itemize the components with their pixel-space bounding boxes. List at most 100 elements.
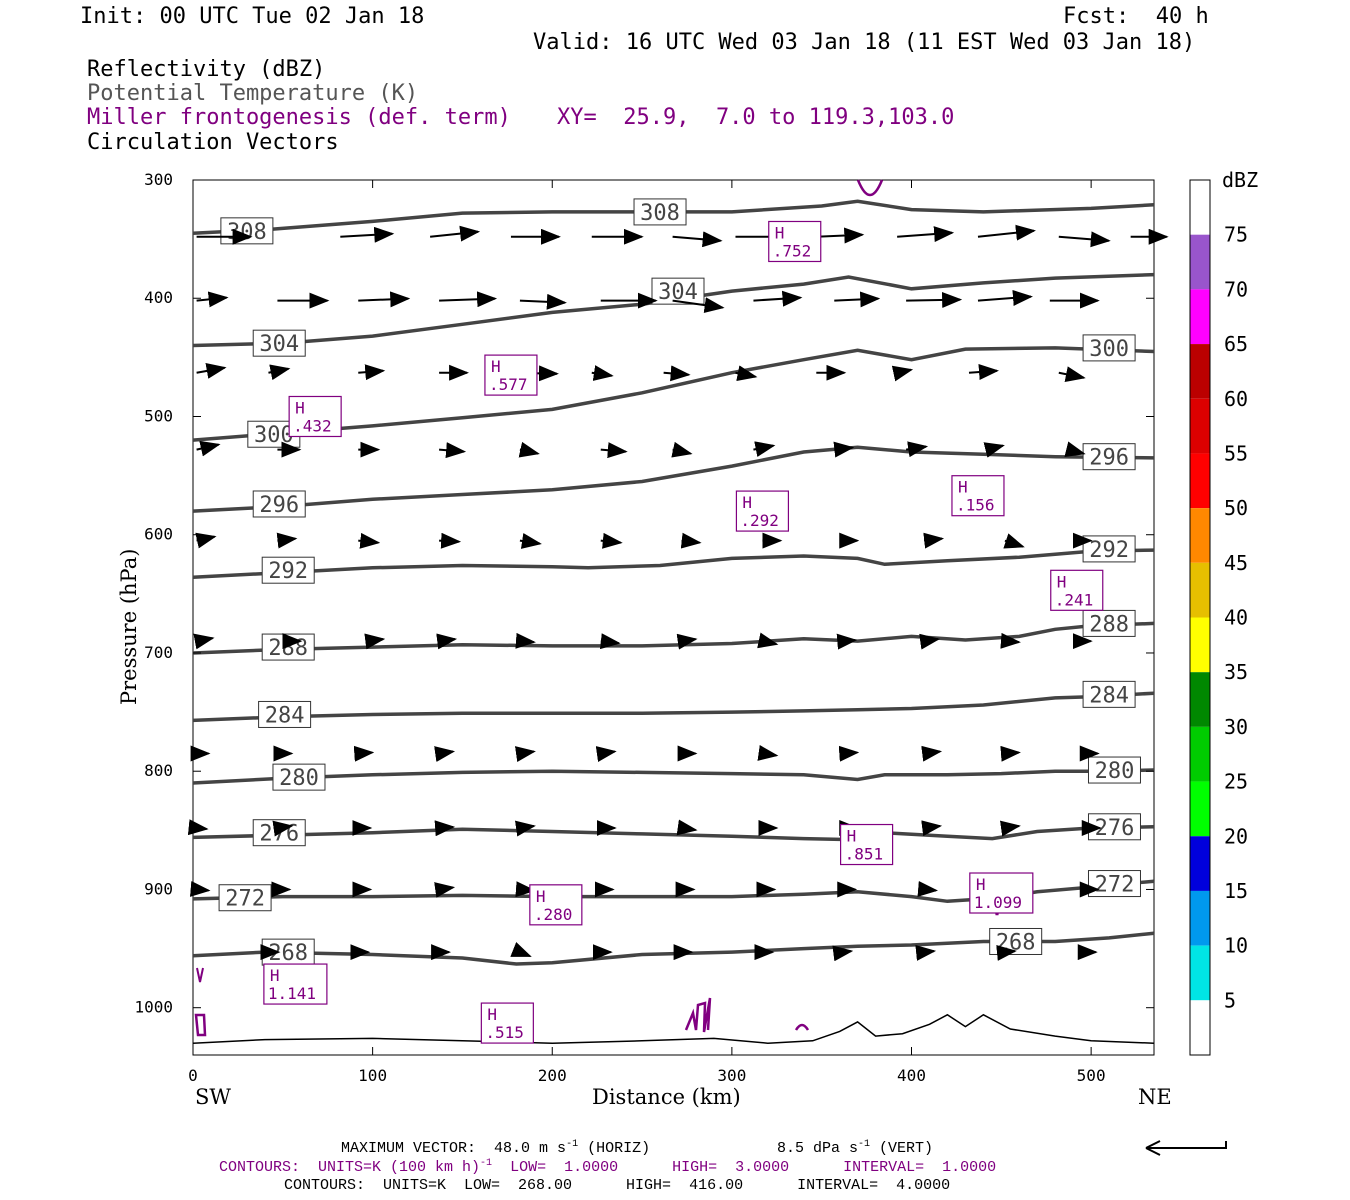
circulation-vector — [196, 363, 227, 379]
fronto-high-box — [288, 395, 342, 438]
circulation-vector — [436, 633, 458, 650]
circulation-vector — [923, 532, 945, 549]
circulation-vector — [999, 820, 1021, 837]
circulation-vector — [514, 746, 536, 762]
circulation-vector — [983, 442, 1005, 458]
colorbar-label: 10 — [1224, 934, 1248, 958]
fronto-high-box — [480, 1002, 534, 1044]
circulation-vector — [977, 224, 1036, 241]
x-axis-label: Distance (km) — [592, 1085, 741, 1109]
x-tick-label: 100 — [358, 1066, 387, 1085]
theta-label-box — [1082, 680, 1136, 708]
circulation-vector — [1003, 533, 1025, 549]
fronto-high-letter: H — [742, 493, 752, 512]
colorbar-label: 70 — [1224, 277, 1248, 301]
contours-fronto: CONTOURS: UNITS=K (100 km h)-1 LOW= 1.00… — [219, 1158, 997, 1176]
circulation-vector — [676, 633, 698, 650]
theta-label-box — [252, 490, 306, 518]
colorbar-title: dBZ — [1222, 168, 1258, 192]
y-tick-label: 700 — [144, 643, 173, 662]
fronto-high-box — [839, 823, 894, 866]
theta-label: 300 — [1089, 337, 1129, 362]
colorbar-segment — [1190, 890, 1210, 946]
circulation-vector — [518, 441, 540, 458]
circulation-vector — [917, 880, 939, 897]
theta-contour-300 — [192, 346, 1155, 442]
y-tick-label: 300 — [144, 170, 173, 189]
circulation-vector — [1064, 441, 1086, 457]
colorbar-label: 55 — [1224, 441, 1248, 465]
circulation-vector — [591, 365, 614, 381]
circulation-vector — [187, 819, 209, 836]
colorbar-segment — [1190, 945, 1210, 1001]
fronto-high-value: .280 — [534, 905, 573, 924]
fronto-high-box — [768, 220, 822, 263]
x-tick-label: 0 — [188, 1066, 198, 1085]
theta-contour-276 — [192, 825, 1155, 842]
fronto-high-value: .156 — [956, 496, 995, 515]
theta-label: 284 — [265, 703, 305, 728]
fronto-high-letter: H — [847, 827, 857, 846]
colorbar-label: 60 — [1224, 387, 1248, 411]
theta-label-box — [258, 700, 312, 728]
circulation-vector — [434, 882, 456, 898]
theta-contour-296 — [192, 445, 1155, 513]
fronto-high-box — [484, 354, 538, 396]
circulation-vector — [671, 441, 693, 458]
y-tick-label: 800 — [144, 761, 173, 780]
circulation-vector — [276, 532, 298, 549]
fronto-high-value: .577 — [489, 375, 528, 394]
x-left-label: SW — [195, 1085, 231, 1109]
plot-frame — [192, 179, 1155, 1056]
fronto-high-letter: H — [295, 398, 305, 417]
theta-label: 308 — [227, 220, 267, 245]
circulation-vector — [430, 225, 481, 242]
theta-label-box — [261, 556, 315, 584]
circulation-vector — [340, 226, 395, 243]
circulation-vector — [599, 633, 621, 650]
circulation-vector — [519, 293, 567, 310]
circulation-vector — [921, 745, 943, 762]
theta-label-box — [1082, 443, 1136, 471]
fronto-high-box — [735, 490, 790, 532]
y-tick-label: 400 — [144, 288, 173, 307]
theta-label: 292 — [1089, 538, 1129, 563]
valid-time: Valid: 16 UTC Wed 03 Jan 18 (11 EST Wed … — [533, 30, 1196, 55]
colorbar-segment — [1190, 672, 1210, 727]
fronto-high-value: .241 — [1055, 590, 1094, 609]
fronto-high-value: .292 — [740, 511, 779, 530]
circulation-vector — [672, 297, 725, 314]
circulation-vector — [921, 820, 943, 837]
x-tick-label: 300 — [717, 1066, 746, 1085]
theta-label-box — [218, 884, 272, 912]
theta-label: 280 — [1095, 759, 1135, 784]
fronto-high-letter: H — [270, 966, 280, 985]
circulation-vector — [272, 820, 294, 837]
fronto-high-letter: H — [491, 357, 501, 376]
y-tick-label: 900 — [144, 879, 173, 898]
circulation-vector — [196, 291, 229, 308]
circulation-vector — [676, 819, 698, 836]
colorbar-label: 75 — [1224, 223, 1248, 247]
forecast-hour: Fcst: 40 h — [1063, 4, 1209, 29]
colorbar-label: 40 — [1224, 606, 1248, 630]
fronto-high-letter: H — [1057, 572, 1067, 591]
fronto-contour — [684, 997, 712, 1033]
theta-label: 276 — [1095, 816, 1135, 841]
circulation-vector — [595, 746, 617, 762]
circulation-vector — [600, 532, 623, 549]
circulation-vector — [439, 291, 498, 308]
circulation-vector — [753, 290, 803, 307]
theta-label: 280 — [279, 766, 319, 791]
circulation-vector — [434, 746, 456, 762]
circulation-vector — [358, 364, 386, 381]
fronto-high-value: .752 — [773, 241, 812, 260]
theta-contour-308 — [192, 199, 1155, 235]
circulation-vector — [439, 532, 462, 549]
colorbar-segment — [1190, 398, 1210, 454]
colorbar-label: 15 — [1224, 879, 1248, 903]
y-tick-label: 1000 — [134, 998, 173, 1017]
y-axis-label: Pressure (hPa) — [117, 548, 141, 705]
circulation-vector — [753, 441, 776, 457]
